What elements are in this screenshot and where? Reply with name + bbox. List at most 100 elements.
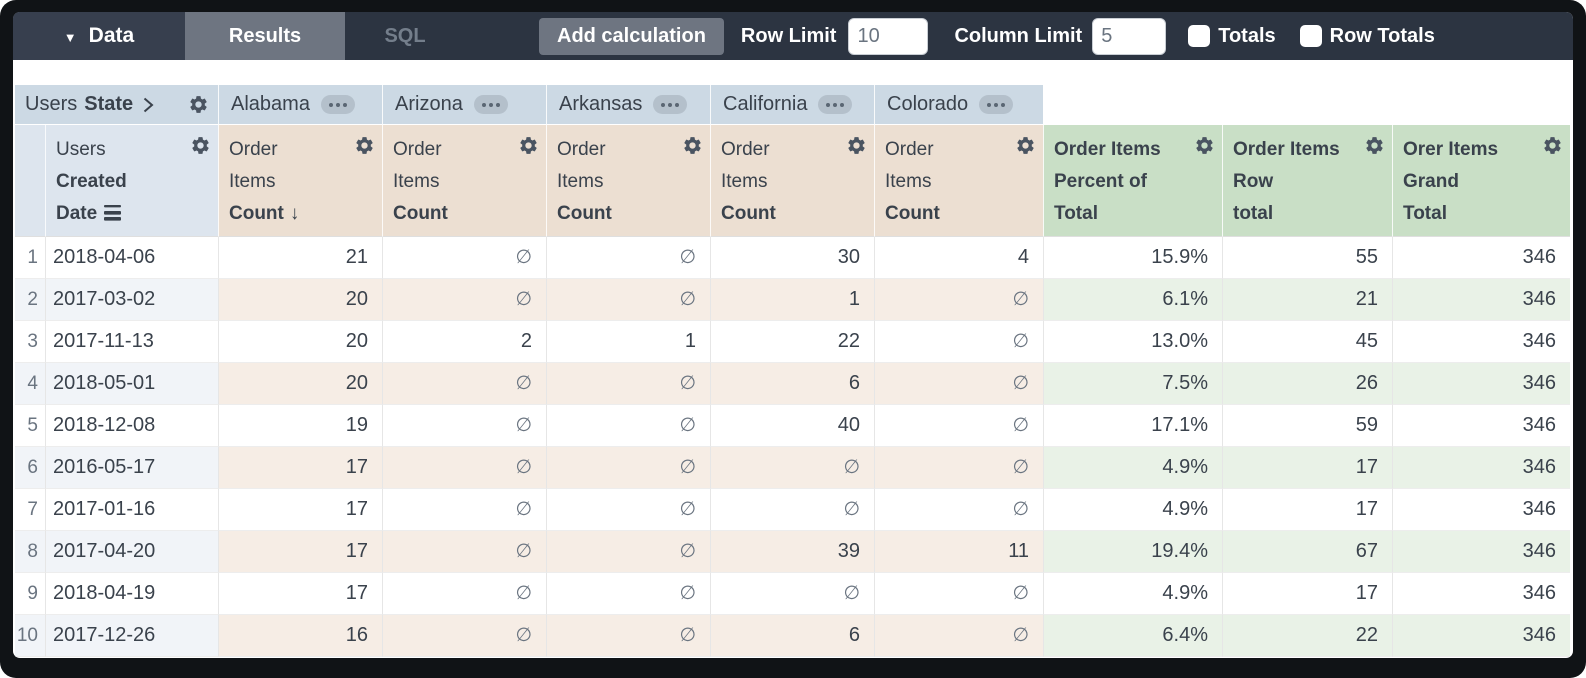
calc-cell[interactable]: 67 — [1222, 531, 1392, 573]
gear-icon[interactable] — [1542, 135, 1563, 156]
date-cell[interactable]: 2016-05-17 — [45, 447, 218, 489]
date-cell[interactable]: 2017-04-20 — [45, 531, 218, 573]
calc-cell[interactable]: 346 — [1392, 531, 1570, 573]
tab-results[interactable]: Results — [185, 12, 345, 60]
pivot-value-header[interactable]: Colorado — [874, 85, 1043, 125]
measure-cell[interactable]: 17 — [218, 447, 382, 489]
pivot-value-header[interactable]: Alabama — [218, 85, 382, 125]
measure-cell[interactable]: ∅ — [382, 237, 546, 279]
calc-cell[interactable]: 13.0% — [1043, 321, 1222, 363]
measure-cell[interactable]: ∅ — [874, 573, 1043, 615]
measure-cell[interactable]: ∅ — [546, 615, 710, 657]
measure-cell[interactable]: 11 — [874, 531, 1043, 573]
calc-cell[interactable]: 346 — [1392, 573, 1570, 615]
measure-cell[interactable]: 1 — [546, 321, 710, 363]
gear-icon[interactable] — [188, 94, 209, 115]
calc-cell[interactable]: 346 — [1392, 447, 1570, 489]
date-cell[interactable]: 2018-05-01 — [45, 363, 218, 405]
gear-icon[interactable] — [354, 135, 375, 156]
measure-cell[interactable]: ∅ — [546, 363, 710, 405]
measure-cell[interactable]: 17 — [218, 573, 382, 615]
measure-cell[interactable]: 1 — [710, 279, 874, 321]
date-cell[interactable]: 2018-04-06 — [45, 237, 218, 279]
measure-cell[interactable]: ∅ — [382, 489, 546, 531]
measure-cell[interactable]: ∅ — [382, 573, 546, 615]
measure-cell[interactable]: ∅ — [546, 237, 710, 279]
measure-cell[interactable]: ∅ — [546, 573, 710, 615]
calc-cell[interactable]: 346 — [1392, 489, 1570, 531]
calc-cell[interactable]: 346 — [1392, 237, 1570, 279]
measure-header[interactable]: Order Items Count — [874, 125, 1043, 237]
measure-cell[interactable]: 19 — [218, 405, 382, 447]
measure-cell[interactable]: 30 — [710, 237, 874, 279]
pivot-value-header[interactable]: California — [710, 85, 874, 125]
measure-cell[interactable]: ∅ — [546, 531, 710, 573]
tab-sql[interactable]: SQL — [384, 24, 426, 47]
calculation-header[interactable]: Orer Items Grand Total — [1392, 125, 1570, 237]
calc-cell[interactable]: 55 — [1222, 237, 1392, 279]
calc-cell[interactable]: 21 — [1222, 279, 1392, 321]
ellipsis-menu[interactable] — [979, 95, 1014, 114]
measure-cell[interactable]: ∅ — [710, 489, 874, 531]
calculation-header[interactable]: Order Items Percent of Total — [1043, 125, 1222, 237]
column-limit-input[interactable] — [1092, 17, 1167, 55]
measure-cell[interactable]: ∅ — [546, 447, 710, 489]
measure-cell[interactable]: 4 — [874, 237, 1043, 279]
gear-icon[interactable] — [1364, 135, 1385, 156]
measure-header[interactable]: Order Items Count — [546, 125, 710, 237]
measure-cell[interactable]: ∅ — [546, 279, 710, 321]
totals-checkbox[interactable] — [1188, 25, 1211, 47]
measure-cell[interactable]: 16 — [218, 615, 382, 657]
measure-cell[interactable]: ∅ — [874, 405, 1043, 447]
measure-cell[interactable]: 6 — [710, 363, 874, 405]
measure-cell[interactable]: ∅ — [874, 447, 1043, 489]
measure-header[interactable]: Order Items Count — [382, 125, 546, 237]
measure-cell[interactable]: ∅ — [546, 405, 710, 447]
measure-cell[interactable]: 17 — [218, 531, 382, 573]
measure-cell[interactable]: ∅ — [874, 615, 1043, 657]
ellipsis-menu[interactable] — [473, 95, 508, 114]
measure-cell[interactable]: 20 — [218, 279, 382, 321]
calculation-header[interactable]: Order Items Row total — [1222, 125, 1392, 237]
calc-cell[interactable]: 59 — [1222, 405, 1392, 447]
date-cell[interactable]: 2018-12-08 — [45, 405, 218, 447]
row-limit-input[interactable] — [848, 17, 929, 55]
calc-cell[interactable]: 7.5% — [1043, 363, 1222, 405]
calc-cell[interactable]: 17 — [1222, 573, 1392, 615]
measure-cell[interactable]: ∅ — [874, 321, 1043, 363]
row-totals-checkbox[interactable] — [1299, 25, 1322, 47]
calc-cell[interactable]: 4.9% — [1043, 447, 1222, 489]
measure-cell[interactable]: ∅ — [710, 447, 874, 489]
calc-cell[interactable]: 19.4% — [1043, 531, 1222, 573]
measure-cell[interactable]: 17 — [218, 489, 382, 531]
measure-cell[interactable]: ∅ — [382, 363, 546, 405]
calc-cell[interactable]: 346 — [1392, 363, 1570, 405]
calc-cell[interactable]: 17 — [1222, 447, 1392, 489]
subtotal-icon[interactable] — [104, 205, 123, 226]
measure-header[interactable]: Order Items Count — [710, 125, 874, 237]
calc-cell[interactable]: 17 — [1222, 489, 1392, 531]
measure-cell[interactable]: ∅ — [382, 279, 546, 321]
date-dimension-header[interactable]: Users Created Date — [45, 125, 218, 237]
gear-icon[interactable] — [1015, 135, 1036, 156]
measure-cell[interactable]: ∅ — [710, 573, 874, 615]
sort-desc-icon[interactable]: ↓ — [289, 203, 300, 224]
measure-cell[interactable]: ∅ — [382, 405, 546, 447]
measure-cell[interactable]: ∅ — [382, 447, 546, 489]
pivot-value-header[interactable]: Arkansas — [546, 85, 710, 125]
calc-cell[interactable]: 17.1% — [1043, 405, 1222, 447]
calc-cell[interactable]: 346 — [1392, 321, 1570, 363]
measure-header[interactable]: Order Items Count ↓ — [218, 125, 382, 237]
calc-cell[interactable]: 6.4% — [1043, 615, 1222, 657]
date-cell[interactable]: 2018-04-19 — [45, 573, 218, 615]
gear-icon[interactable] — [846, 135, 867, 156]
measure-cell[interactable]: 21 — [218, 237, 382, 279]
calc-cell[interactable]: 4.9% — [1043, 489, 1222, 531]
measure-cell[interactable]: 2 — [382, 321, 546, 363]
date-cell[interactable]: 2017-11-13 — [45, 321, 218, 363]
calc-cell[interactable]: 346 — [1392, 405, 1570, 447]
measure-cell[interactable]: 20 — [218, 321, 382, 363]
calc-cell[interactable]: 15.9% — [1043, 237, 1222, 279]
gear-icon[interactable] — [682, 135, 703, 156]
measure-cell[interactable]: ∅ — [874, 363, 1043, 405]
